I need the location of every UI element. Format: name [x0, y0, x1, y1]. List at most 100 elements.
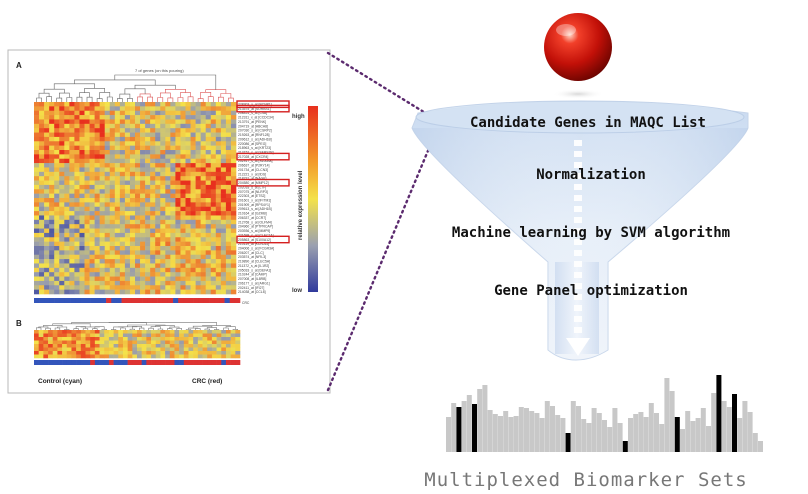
- class-bar-b: [34, 360, 241, 365]
- stage-panel-optimization: Gene Panel optimization: [494, 283, 688, 299]
- biomarker-bar: [560, 418, 566, 452]
- biomarker-bar-selected: [565, 433, 571, 452]
- biomarker-bar: [669, 391, 675, 452]
- gene-label: 217028_at [CXCR4]: [238, 155, 268, 159]
- expression-legend-bar: [308, 106, 318, 292]
- biomarker-bar: [461, 401, 467, 452]
- connector-top: [326, 51, 442, 124]
- gene-label: 213575_at [SORBS1]: [238, 107, 271, 111]
- biomarker-bar: [633, 414, 639, 452]
- gene-label: 210164_at [GZMB]: [238, 212, 267, 216]
- biomarker-bar: [711, 393, 717, 452]
- panel-b-label: B: [16, 319, 22, 328]
- biomarker-bar: [492, 414, 498, 452]
- biomarker-bar: [664, 378, 670, 452]
- gene-label: 201734_at [CLCN3]: [238, 168, 268, 172]
- gene-label: 228303_x_at [BCNP1]: [238, 103, 272, 107]
- funnel-rim: [415, 100, 745, 134]
- dendrogram-title: 7 of genes (on this pouring): [135, 68, 184, 73]
- biomarker-bar-selected: [716, 375, 722, 452]
- biomarker-bar: [581, 419, 587, 452]
- biomarker-bar-selected: [456, 407, 462, 452]
- biomarker-bar: [700, 408, 706, 452]
- stage-svm: Machine learning by SVM algorithm: [452, 225, 730, 241]
- flow-arrow-head: [566, 338, 590, 356]
- biomarker-bar: [617, 423, 623, 452]
- gene-label: 204580_at [MMP12]: [238, 181, 269, 185]
- biomarker-bar-selected: [674, 417, 680, 452]
- highlight-box: [236, 178, 290, 187]
- gene-label: 202411_at [IFI27]: [238, 286, 264, 290]
- biomarker-bar: [534, 413, 540, 452]
- biomarker-bar: [612, 408, 618, 452]
- gene-label: 207030_s_at [CSRP2]: [238, 129, 272, 133]
- biomarker-bar: [628, 418, 633, 452]
- gene-label: 209612_s_at [ADH1B]: [238, 137, 272, 141]
- biomarker-bar: [659, 424, 665, 452]
- gene-highlight-boxes: [236, 100, 290, 244]
- gene-label: 204960_at [PTPRCAP]: [238, 225, 273, 229]
- highlight-box: [236, 152, 290, 161]
- biomarker-bar: [607, 427, 613, 452]
- biomarker-bar: [513, 416, 519, 452]
- gene-label: 202018_s_at [LTF]: [238, 185, 266, 189]
- gene-label: 213791_at [PENK]: [238, 120, 266, 124]
- biomarker-bar: [680, 429, 685, 452]
- gene-label: 208451_s_at [C4A]: [238, 111, 267, 115]
- biomarker-bar: [643, 417, 649, 452]
- biomarker-bar: [487, 410, 493, 452]
- biomarker-bar: [690, 421, 696, 452]
- gene-label: 206207_at [CLC]: [238, 251, 264, 255]
- biomarker-bar: [576, 406, 581, 452]
- gene-label: 205863_at [S100A12]: [238, 238, 271, 242]
- gene-label: 212768_s_at [OLFM4]: [238, 220, 272, 224]
- biomarker-bar: [602, 420, 607, 452]
- gene-label: 210244_at [CAMP]: [238, 273, 267, 277]
- connector-bottom: [326, 120, 442, 392]
- biomarker-bar: [570, 401, 576, 452]
- highlight-box: [236, 104, 290, 113]
- biomarker-bar-selected: [732, 394, 737, 452]
- biomarker-bar: [648, 403, 654, 452]
- dendrogram-top: [36, 74, 234, 102]
- class-bar-a: [34, 298, 241, 303]
- gene-label: 211372_s_at [IL1R2]: [238, 264, 269, 268]
- highlight-box: [236, 100, 290, 109]
- gene-label: 202917_s_at [S100A8]: [238, 159, 273, 163]
- biomarker-bar: [555, 415, 561, 452]
- gene-label: 209613_s_at [ADH1B]: [238, 207, 272, 211]
- gene-label: 204006_s_at [FCGR3A]: [238, 247, 274, 251]
- gene-label: 201601_x_at [IFITM1]: [238, 199, 271, 203]
- gene-label: 212311_x_at [CCDC34]: [238, 116, 274, 120]
- heatmap-main: [34, 102, 237, 295]
- gene-label: 222303_at [ETS2]: [238, 194, 265, 198]
- biomarker-bar-chart: [446, 375, 763, 452]
- biomarker-bar: [477, 389, 483, 452]
- biomarker-bar: [524, 408, 529, 452]
- stage-normalization: Normalization: [536, 167, 646, 183]
- biomarker-bar: [758, 441, 763, 452]
- dendrogram-b: [36, 322, 238, 330]
- gene-label: 203936_s_at [MMP9]: [238, 229, 270, 233]
- biomarker-bar: [695, 418, 701, 452]
- biomarker-bar: [446, 417, 451, 452]
- highlight-box: [236, 235, 290, 244]
- heatmap-b: [34, 330, 241, 359]
- panel-a-label: A: [16, 61, 22, 70]
- sphere-shadow: [552, 89, 604, 99]
- biomarker-bar: [752, 433, 758, 452]
- biomarker-bar: [596, 413, 602, 452]
- crc-group-label: CRC (red): [192, 378, 222, 385]
- gene-label: 205033_s_at [DEFA1]: [238, 268, 271, 272]
- biomarker-bar: [529, 411, 535, 452]
- biomarker-bar: [747, 412, 753, 452]
- gene-label: 219263_at [RNF128]: [238, 133, 270, 137]
- biomarker-bar: [586, 423, 592, 452]
- gene-label-column: 228303_x_at [BCNP1]213575_at [SORBS1]208…: [238, 103, 274, 295]
- gene-label: 203574_at [NFIL3]: [238, 255, 266, 259]
- gene-label: 219890_at [CLEC5A]: [238, 260, 270, 264]
- biomarker-bar: [503, 411, 509, 452]
- funnel: Candidate Genes in MAQC List Normalizati…: [411, 13, 749, 361]
- gene-label: 207075_at [NLRP3]: [238, 190, 268, 194]
- biomarker-bar: [451, 403, 457, 452]
